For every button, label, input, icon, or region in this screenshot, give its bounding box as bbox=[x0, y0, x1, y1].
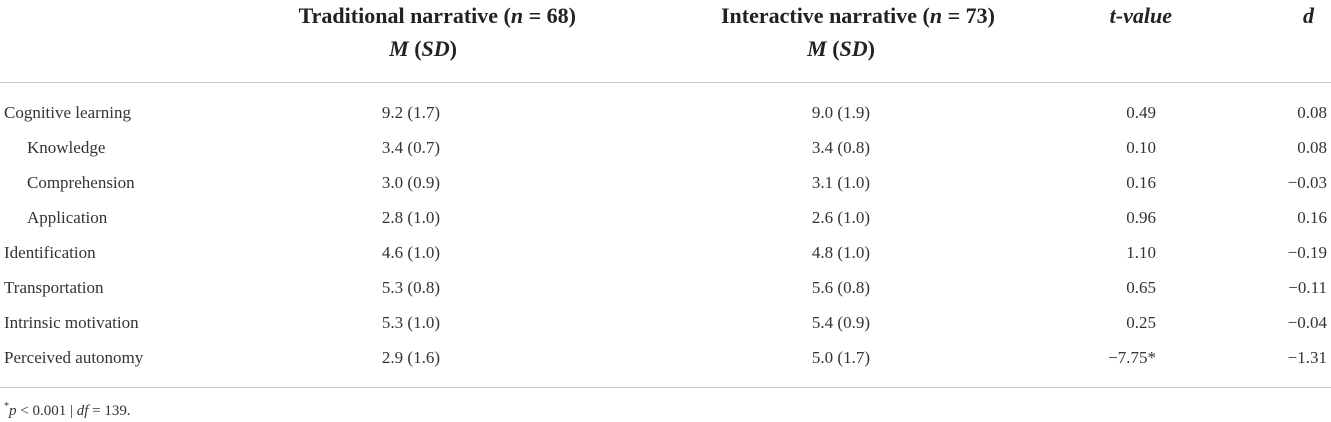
table-row: Identification 4.6 (1.0) 4.8 (1.0) 1.10 −0.1… bbox=[0, 235, 1331, 270]
cell-t-value: 0.25 bbox=[1126, 313, 1156, 332]
cell-traditional: 9.2 (1.7) bbox=[381, 103, 440, 122]
table-header: Traditional narrative (n = 68) M (SD) In… bbox=[0, 0, 1331, 83]
footnote-p-text: < 0.001 | bbox=[16, 403, 77, 419]
row-label: Cognitive learning bbox=[4, 103, 132, 122]
table-row: Intrinsic motivation 5.3 (1.0) 5.4 (0.9) 0.… bbox=[0, 305, 1331, 340]
footnote-df-label: df bbox=[76, 403, 89, 419]
row-label: Application bbox=[27, 208, 108, 227]
cell-d: 0.08 bbox=[1297, 138, 1327, 157]
table-row: Transportation 5.3 (0.8) 5.6 (0.8) 0.65 −0.1… bbox=[0, 270, 1331, 305]
row-label: Intrinsic motivation bbox=[4, 313, 139, 332]
cell-d: 0.08 bbox=[1297, 103, 1327, 122]
cell-t-value: 0.10 bbox=[1126, 138, 1156, 157]
table-row: Perceived autonomy 2.9 (1.6) 5.0 (1.7) −7.7… bbox=[0, 340, 1331, 375]
cell-interactive: 5.4 (0.9) bbox=[811, 313, 870, 332]
cell-d: −0.11 bbox=[1288, 278, 1327, 297]
table-body: Cognitive learning 9.2 (1.7) 9.0 (1.9) 0.49… bbox=[0, 83, 1331, 375]
cell-d: 0.16 bbox=[1297, 208, 1327, 227]
cell-t-value: 0.65 bbox=[1126, 278, 1156, 297]
cell-t-value: 0.16 bbox=[1126, 173, 1156, 192]
cell-interactive: 5.0 (1.7) bbox=[811, 348, 870, 367]
results-table: Traditional narrative (n = 68) M (SD) In… bbox=[0, 0, 1331, 375]
cell-interactive: 4.8 (1.0) bbox=[811, 243, 870, 262]
cell-traditional: 5.3 (0.8) bbox=[381, 278, 440, 297]
cell-traditional: 5.3 (1.0) bbox=[381, 313, 440, 332]
table-row: Cognitive learning 9.2 (1.7) 9.0 (1.9) 0.49… bbox=[0, 95, 1331, 130]
cell-t-value: −7.75* bbox=[1108, 348, 1156, 367]
cell-interactive: 2.6 (1.0) bbox=[811, 208, 870, 227]
row-label: Knowledge bbox=[27, 138, 106, 157]
footnote-marker: * bbox=[4, 401, 9, 412]
table-row: Knowledge 3.4 (0.7) 3.4 (0.8) 0.10 0.08 bbox=[0, 130, 1331, 165]
footnote-p-label: p bbox=[9, 403, 17, 419]
cell-traditional: 2.9 (1.6) bbox=[381, 348, 440, 367]
cell-interactive: 3.1 (1.0) bbox=[811, 173, 870, 192]
header-traditional-sub: M (SD) bbox=[389, 36, 457, 61]
header-interactive: Interactive narrative (n = 73) bbox=[720, 3, 995, 28]
header-t-value: t-value bbox=[1109, 3, 1172, 28]
table-row: Application 2.8 (1.0) 2.6 (1.0) 0.96 0.16 bbox=[0, 200, 1331, 235]
cell-traditional: 2.8 (1.0) bbox=[381, 208, 440, 227]
header-interactive-n: 73 bbox=[965, 3, 988, 28]
cell-traditional: 3.0 (0.9) bbox=[381, 173, 440, 192]
cell-interactive: 5.6 (0.8) bbox=[811, 278, 870, 297]
cell-interactive: 3.4 (0.8) bbox=[811, 138, 870, 157]
row-label: Perceived autonomy bbox=[4, 348, 144, 367]
header-d: d bbox=[1303, 3, 1314, 28]
cell-t-value: 0.49 bbox=[1126, 103, 1156, 122]
cell-interactive: 9.0 (1.9) bbox=[811, 103, 870, 122]
cell-traditional: 3.4 (0.7) bbox=[381, 138, 440, 157]
cell-d: −0.19 bbox=[1287, 243, 1327, 262]
row-label: Identification bbox=[4, 243, 96, 262]
header-traditional-n: 68 bbox=[546, 3, 569, 28]
header-interactive-label: Interactive narrative bbox=[720, 3, 918, 28]
cell-t-value: 0.96 bbox=[1126, 208, 1156, 227]
cell-d: −0.04 bbox=[1287, 313, 1327, 332]
header-traditional-label: Traditional narrative bbox=[298, 3, 499, 28]
header-interactive-sub: M (SD) bbox=[807, 36, 875, 61]
cell-traditional: 4.6 (1.0) bbox=[381, 243, 440, 262]
cell-d: −1.31 bbox=[1287, 348, 1327, 367]
row-label: Transportation bbox=[4, 278, 104, 297]
header-traditional: Traditional narrative (n = 68) bbox=[298, 3, 576, 28]
row-label: Comprehension bbox=[27, 173, 135, 192]
footnote-df-text: = 139. bbox=[88, 403, 131, 419]
cell-d: −0.03 bbox=[1287, 173, 1327, 192]
table-footnote: *p < 0.001 | df = 139. bbox=[4, 397, 131, 421]
bottom-rule bbox=[0, 387, 1331, 388]
table-row: Comprehension 3.0 (0.9) 3.1 (1.0) 0.16 −0.03 bbox=[0, 165, 1331, 200]
cell-t-value: 1.10 bbox=[1126, 243, 1156, 262]
